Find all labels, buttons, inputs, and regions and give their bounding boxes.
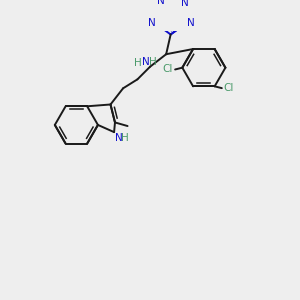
Text: N: N (148, 18, 156, 28)
Text: H: H (134, 58, 141, 68)
Text: Cl: Cl (163, 64, 173, 74)
Text: H: H (121, 134, 129, 143)
Text: N: N (115, 134, 122, 143)
Text: Cl: Cl (224, 83, 234, 93)
Text: N: N (142, 57, 149, 67)
Text: N: N (181, 0, 188, 8)
Text: N: N (187, 18, 194, 28)
Text: H: H (149, 57, 157, 67)
Text: N: N (157, 0, 165, 6)
